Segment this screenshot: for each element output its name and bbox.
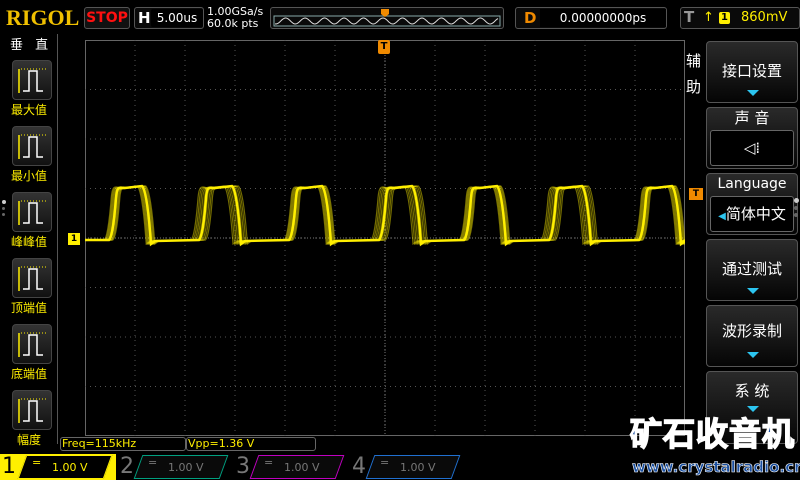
trigger-source: 1	[719, 12, 730, 24]
menu-item-label: 峰峰值	[10, 235, 47, 249]
channel-2-button[interactable]: 2 = 1.00 V	[116, 454, 232, 480]
ch1-waveform-trace	[85, 185, 685, 246]
channel-number: 4	[352, 454, 366, 479]
run-stop-status[interactable]: STOP	[84, 7, 130, 29]
coupling-icon: =	[380, 456, 390, 469]
menu-item-label: 最小值	[10, 169, 47, 183]
sound-button[interactable]: 声 音 ◁⁞	[706, 107, 798, 169]
submenu-arrow-icon	[747, 406, 759, 412]
timebase-value: 5.00us	[151, 9, 203, 27]
page-dots	[2, 200, 6, 216]
delay-value: 0.00000000ps	[540, 9, 666, 27]
watermark-title: 矿石收音机	[629, 415, 796, 453]
d-label: D	[524, 9, 537, 27]
menu-item-label: 最大值	[10, 103, 47, 117]
coupling-icon: =	[32, 456, 42, 469]
memory-depth: 60.0k pts	[207, 17, 259, 30]
acquisition-info: 1.00GSa/s 60.0k pts	[207, 6, 263, 30]
menu-title: 辅助	[686, 52, 702, 96]
button-label: 系 统	[734, 382, 770, 400]
submenu-arrow-icon	[747, 352, 759, 358]
min-icon[interactable]	[12, 126, 52, 166]
rigol-logo: RIGOL	[6, 5, 80, 30]
ch1-waveform-trace	[85, 185, 685, 246]
measurement-bar: Freq=115kHz Vpp=1.36 V	[60, 437, 316, 451]
submenu-arrow-icon	[747, 90, 759, 96]
menu-item-label: 顶端值	[10, 301, 47, 315]
page-dots-right	[794, 198, 799, 217]
button-label: 波形录制	[721, 322, 782, 340]
trigger-position-icon	[381, 9, 389, 17]
vertical-scale: 1.00 V	[400, 461, 436, 474]
submenu-arrow-icon	[747, 288, 759, 294]
sample-rate: 1.00GSa/s	[207, 5, 264, 18]
menu-title: 垂 直	[10, 38, 53, 53]
menu-item-label: 幅度	[16, 433, 41, 447]
channel-number: 3	[236, 454, 250, 479]
language-value: ◀简体中文	[710, 196, 794, 232]
ch1-waveform-trace	[85, 185, 685, 246]
watermark-url: www.crystalradio.cn	[632, 458, 800, 477]
waveform-record-button[interactable]: 波形录制	[706, 305, 798, 367]
system-button[interactable]: 系 统	[706, 371, 798, 444]
channel-number: 1	[2, 454, 16, 479]
trigger-level-marker[interactable]: T	[689, 188, 703, 200]
horizontal-timebase[interactable]: H 5.00us	[134, 7, 204, 29]
trigger-level: 860mV	[741, 10, 788, 25]
waveform-overview	[270, 7, 504, 29]
button-label: 通过测试	[721, 260, 782, 278]
utility-menu: 辅助 接口设置 声 音 ◁⁞ Language ◀简体中文 通过测试 波形录制 系 …	[686, 34, 800, 444]
base-icon[interactable]	[12, 324, 52, 364]
amplitude-icon[interactable]	[12, 390, 52, 430]
pass-fail-button[interactable]: 通过测试	[706, 239, 798, 301]
vertical-scale: 1.00 V	[168, 461, 204, 474]
menu-item-label: 底端值	[10, 367, 47, 381]
ch1-waveform-trace	[85, 185, 685, 246]
h-label: H	[138, 9, 151, 27]
vertical-scale: 1.00 V	[52, 461, 88, 474]
channel-number: 2	[120, 454, 134, 479]
speaker-icon: ◁⁞	[710, 130, 794, 166]
language-button[interactable]: Language ◀简体中文	[706, 173, 798, 235]
button-label: 声 音	[734, 109, 770, 127]
peak-peak-icon[interactable]	[12, 192, 52, 232]
delay-display[interactable]: D 0.00000000ps	[515, 7, 667, 29]
channel-3-button[interactable]: 3 = 1.00 V	[232, 454, 348, 480]
left-arrow-icon: ◀	[718, 211, 726, 222]
channel1-offset-marker[interactable]: 1	[68, 233, 80, 245]
interface-settings-button[interactable]: 接口设置	[706, 41, 798, 103]
ch1-waveform-trace	[85, 185, 685, 246]
freq-measurement[interactable]: Freq=115kHz	[60, 437, 186, 451]
trigger-display[interactable]: T ↑ 1 860mV	[680, 7, 800, 29]
channel-1-button[interactable]: 1 = 1.00 V	[0, 454, 116, 480]
ch1-waveform-trace	[85, 185, 685, 246]
vertical-scale: 1.00 V	[284, 461, 320, 474]
trigger-position-marker[interactable]: T	[378, 40, 390, 54]
coupling-icon: =	[264, 456, 274, 469]
channel-4-button[interactable]: 4 = 1.00 V	[348, 454, 464, 480]
button-label: Language	[717, 176, 787, 192]
ch1-waveform-trace	[85, 185, 685, 246]
t-label: T	[684, 8, 695, 26]
vpp-measurement[interactable]: Vpp=1.36 V	[186, 437, 316, 451]
waveform-display[interactable]	[85, 40, 685, 436]
ch1-waveform-trace	[85, 185, 685, 246]
ch1-waveform-trace	[85, 184, 685, 247]
max-icon[interactable]	[12, 60, 52, 100]
coupling-icon: =	[148, 456, 158, 469]
overview-wave	[273, 9, 501, 27]
top-icon[interactable]	[12, 258, 52, 298]
vertical-measure-menu: 垂 直 最大值最小值峰峰值顶端值底端值幅度	[0, 34, 58, 447]
rising-edge-icon: ↑	[703, 10, 714, 25]
button-label: 接口设置	[721, 62, 782, 80]
